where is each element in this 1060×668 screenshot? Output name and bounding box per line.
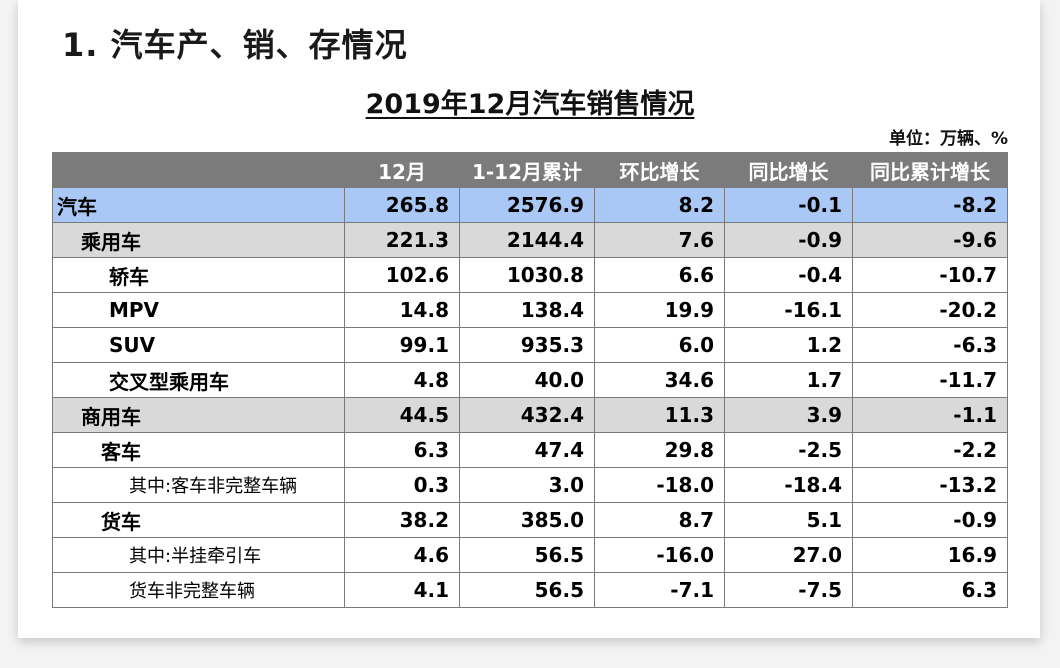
cell-value: 56.5: [459, 572, 595, 608]
table-row: 轿车 102.6 1030.8 6.6 -0.4 -10.7: [52, 257, 1008, 293]
cell-value: 16.9: [852, 537, 1008, 573]
table-row: 客车 6.3 47.4 29.8 -2.5 -2.2: [52, 432, 1008, 468]
cell-value: 0.3: [344, 467, 460, 503]
header-cell: 12月: [344, 152, 460, 188]
table-row: 汽车 265.8 2576.9 8.2 -0.1 -8.2: [52, 187, 1008, 223]
cell-value: 5.1: [724, 502, 853, 538]
cell-value: 8.7: [594, 502, 725, 538]
table-row: 交叉型乘用车 4.8 40.0 34.6 1.7 -11.7: [52, 362, 1008, 398]
cell-value: 99.1: [344, 327, 460, 363]
cell-value: -0.1: [724, 187, 853, 223]
row-label: 客车: [52, 432, 345, 468]
cell-value: 6.0: [594, 327, 725, 363]
cell-value: 6.3: [344, 432, 460, 468]
table-row: 货车非完整车辆 4.1 56.5 -7.1 -7.5 6.3: [52, 572, 1008, 608]
cell-value: -16.1: [724, 292, 853, 328]
cell-value: 935.3: [459, 327, 595, 363]
cell-value: -13.2: [852, 467, 1008, 503]
header-cell: 1-12月累计: [459, 152, 595, 188]
cell-value: 29.8: [594, 432, 725, 468]
header-cell: 同比增长: [724, 152, 853, 188]
cell-value: 38.2: [344, 502, 460, 538]
table-title-text: 2019年12月汽车销售情况: [365, 89, 695, 120]
cell-value: 2144.4: [459, 222, 595, 258]
table-row: MPV 14.8 138.4 19.9 -16.1 -20.2: [52, 292, 1008, 328]
cell-value: 47.4: [459, 432, 595, 468]
row-label: 其中:客车非完整车辆: [52, 467, 345, 503]
cell-value: 40.0: [459, 362, 595, 398]
cell-value: -6.3: [852, 327, 1008, 363]
cell-value: -9.6: [852, 222, 1008, 258]
cell-value: -8.2: [852, 187, 1008, 223]
cell-value: 3.9: [724, 397, 853, 433]
cell-value: 4.8: [344, 362, 460, 398]
row-label: SUV: [52, 327, 345, 363]
cell-value: 432.4: [459, 397, 595, 433]
unit-label: 单位：万辆、%: [888, 129, 1008, 149]
cell-value: 221.3: [344, 222, 460, 258]
table-row: 乘用车 221.3 2144.4 7.6 -0.9 -9.6: [52, 222, 1008, 258]
cell-value: -18.0: [594, 467, 725, 503]
cell-value: 102.6: [344, 257, 460, 293]
table-row: SUV 99.1 935.3 6.0 1.2 -6.3: [52, 327, 1008, 363]
cell-value: 8.2: [594, 187, 725, 223]
cell-value: -2.2: [852, 432, 1008, 468]
sales-table: 12月 1-12月累计 环比增长 同比增长 同比累计增长 汽车 265.8 25…: [52, 152, 1008, 608]
cell-value: -0.9: [852, 502, 1008, 538]
cell-value: -18.4: [724, 467, 853, 503]
table-row: 货车 38.2 385.0 8.7 5.1 -0.9: [52, 502, 1008, 538]
cell-value: 2576.9: [459, 187, 595, 223]
cell-value: 3.0: [459, 467, 595, 503]
cell-value: 1.7: [724, 362, 853, 398]
cell-value: 6.3: [852, 572, 1008, 608]
table-row: 商用车 44.5 432.4 11.3 3.9 -1.1: [52, 397, 1008, 433]
cell-value: -16.0: [594, 537, 725, 573]
row-label: MPV: [52, 292, 345, 328]
cell-value: 34.6: [594, 362, 725, 398]
cell-value: -2.5: [724, 432, 853, 468]
cell-value: -1.1: [852, 397, 1008, 433]
cell-value: -0.9: [724, 222, 853, 258]
row-label: 交叉型乘用车: [52, 362, 345, 398]
table-title: 2019年12月汽车销售情况: [0, 82, 1060, 121]
cell-value: 1.2: [724, 327, 853, 363]
cell-value: 14.8: [344, 292, 460, 328]
row-label: 其中:半挂牵引车: [52, 537, 345, 573]
cell-value: -7.5: [724, 572, 853, 608]
header-corner: [52, 152, 345, 188]
cell-value: 7.6: [594, 222, 725, 258]
row-label: 商用车: [52, 397, 345, 433]
cell-value: -10.7: [852, 257, 1008, 293]
table-row: 其中:客车非完整车辆 0.3 3.0 -18.0 -18.4 -13.2: [52, 467, 1008, 503]
cell-value: 27.0: [724, 537, 853, 573]
table-row: 其中:半挂牵引车 4.6 56.5 -16.0 27.0 16.9: [52, 537, 1008, 573]
cell-value: 4.1: [344, 572, 460, 608]
cell-value: 56.5: [459, 537, 595, 573]
cell-value: -11.7: [852, 362, 1008, 398]
cell-value: 385.0: [459, 502, 595, 538]
cell-value: 138.4: [459, 292, 595, 328]
cell-value: 19.9: [594, 292, 725, 328]
cell-value: 265.8: [344, 187, 460, 223]
cell-value: -0.4: [724, 257, 853, 293]
cell-value: 6.6: [594, 257, 725, 293]
table-header-row: 12月 1-12月累计 环比增长 同比增长 同比累计增长: [52, 152, 1008, 188]
cell-value: 11.3: [594, 397, 725, 433]
row-label: 轿车: [52, 257, 345, 293]
cell-value: 44.5: [344, 397, 460, 433]
cell-value: 1030.8: [459, 257, 595, 293]
row-label: 货车: [52, 502, 345, 538]
cell-value: -7.1: [594, 572, 725, 608]
header-cell: 环比增长: [594, 152, 725, 188]
row-label: 乘用车: [52, 222, 345, 258]
section-heading: 1. 汽车产、销、存情况: [62, 26, 408, 64]
header-cell: 同比累计增长: [852, 152, 1008, 188]
row-label: 汽车: [52, 187, 345, 223]
cell-value: 4.6: [344, 537, 460, 573]
cell-value: -20.2: [852, 292, 1008, 328]
row-label: 货车非完整车辆: [52, 572, 345, 608]
